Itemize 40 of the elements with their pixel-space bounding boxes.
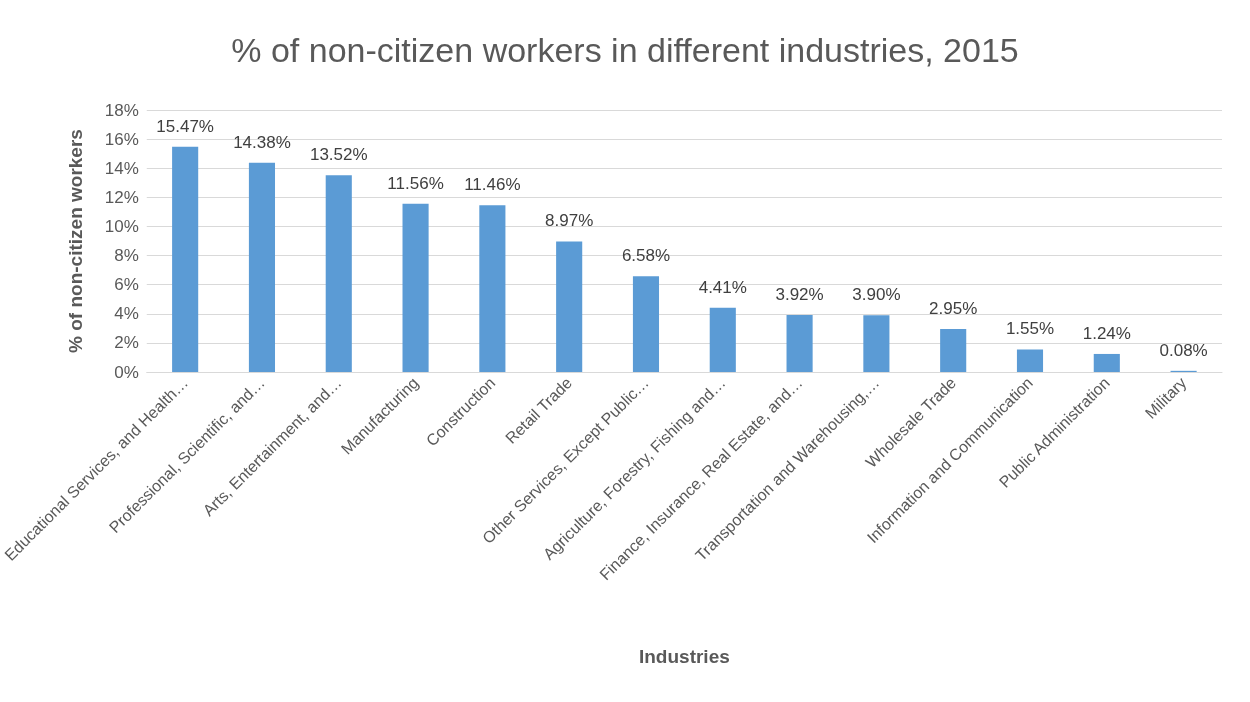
y-tick-label: 16% xyxy=(104,129,139,149)
y-tick-label: 8% xyxy=(114,246,139,266)
data-label: 8.97% xyxy=(545,211,594,231)
bar xyxy=(863,315,890,372)
bar xyxy=(556,241,583,372)
y-axis-title: % of non-citizen workers xyxy=(64,129,86,353)
data-label: 11.56% xyxy=(387,173,444,193)
y-tick-label: 10% xyxy=(104,216,139,236)
data-label: 4.41% xyxy=(698,277,747,297)
data-label: 15.47% xyxy=(156,116,214,136)
y-tick-label: 0% xyxy=(114,362,139,382)
data-label: 6.58% xyxy=(621,246,671,266)
data-label: 3.92% xyxy=(775,284,824,304)
y-tick-label: 2% xyxy=(114,333,139,353)
data-label: 0.08% xyxy=(1159,340,1208,360)
y-tick-label: 18% xyxy=(104,100,139,120)
y-tick-label: 14% xyxy=(104,158,139,178)
bar xyxy=(479,205,506,372)
x-axis-title: Industries xyxy=(638,646,730,667)
chart-title: % of non-citizen workers in different industries, 2015 xyxy=(231,31,1019,69)
data-label: 3.90% xyxy=(852,285,901,305)
y-tick-label: 6% xyxy=(114,275,139,295)
bar xyxy=(325,175,352,372)
data-label: 13.52% xyxy=(309,145,368,165)
bar xyxy=(940,329,967,372)
bar xyxy=(632,276,660,372)
bar xyxy=(709,307,736,372)
y-tick-label: 12% xyxy=(104,187,139,207)
bar xyxy=(1093,353,1120,372)
bar xyxy=(786,314,813,372)
bar xyxy=(172,146,199,372)
data-label: 11.46% xyxy=(464,175,521,195)
bar xyxy=(1016,349,1044,372)
bar xyxy=(402,203,429,372)
data-label: 1.24% xyxy=(1082,323,1131,343)
data-label: 2.95% xyxy=(929,299,978,319)
data-label: 1.55% xyxy=(1005,319,1055,339)
data-label: 14.38% xyxy=(233,132,291,152)
y-tick-label: 4% xyxy=(114,304,139,324)
bar xyxy=(248,162,276,372)
